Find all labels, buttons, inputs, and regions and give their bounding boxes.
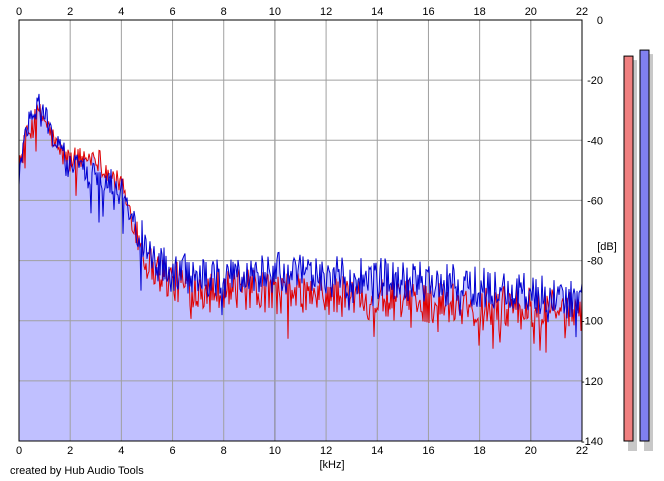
x-top-tick-label: 8: [221, 6, 227, 18]
credit-text: created by Hub Audio Tools: [10, 465, 144, 477]
left-channel-series-line: [18, 104, 583, 353]
x-bottom-tick-label: 6: [169, 445, 175, 457]
level-meters: [623, 49, 653, 451]
grid-lines: [18, 19, 583, 442]
x-top-tick-label: 12: [320, 6, 332, 18]
right-channel-series-line: [18, 93, 583, 338]
x-top-tick-label: 2: [67, 6, 73, 18]
right-level-meter: [639, 49, 650, 442]
x-bottom-tick-label: 14: [371, 445, 383, 457]
y-tick-label: -80: [587, 256, 603, 268]
spectrum-fill-area: [19, 93, 582, 442]
x-bottom-tick-label: 2: [67, 445, 73, 457]
x-axis-bottom-tick-labels: 0 2 4 6 8 10 12 14 16 18 20 22: [16, 445, 588, 457]
x-top-tick-label: 14: [371, 6, 383, 18]
y-tick-label: -120: [581, 376, 603, 388]
x-axis-unit-label: [kHz]: [319, 459, 344, 471]
y-tick-label: -100: [581, 316, 603, 328]
x-bottom-tick-label: 22: [576, 445, 588, 457]
x-bottom-tick-label: 8: [221, 445, 227, 457]
x-bottom-tick-label: 4: [118, 445, 124, 457]
x-bottom-tick-label: 12: [320, 445, 332, 457]
x-axis-top-tick-labels: 0 2 4 6 8 10 12 14 16 18 20 22: [16, 6, 588, 18]
x-top-tick-label: 20: [525, 6, 537, 18]
plot-frame: [18, 19, 583, 442]
x-top-tick-label: 22: [576, 6, 588, 18]
x-bottom-tick-label: 16: [422, 445, 434, 457]
x-top-tick-label: 16: [422, 6, 434, 18]
x-top-tick-label: 4: [118, 6, 124, 18]
x-top-tick-label: 6: [169, 6, 175, 18]
y-tick-label: -20: [587, 75, 603, 87]
y-tick-label: -140: [581, 436, 603, 448]
y-axis-tick-labels: 0 -20 -40 -60 -80 -100 -120 -140: [581, 15, 603, 448]
y-tick-label: 0: [597, 15, 603, 27]
x-bottom-tick-label: 18: [474, 445, 486, 457]
x-top-tick-label: 18: [474, 6, 486, 18]
y-tick-label: -40: [587, 135, 603, 147]
left-level-meter: [623, 55, 634, 442]
x-bottom-tick-label: 10: [269, 445, 281, 457]
x-top-tick-label: 10: [269, 6, 281, 18]
x-bottom-tick-label: 20: [525, 445, 537, 457]
x-bottom-tick-label: 0: [16, 445, 22, 457]
y-axis-unit-label: [dB]: [597, 241, 617, 253]
x-top-tick-label: 0: [16, 6, 22, 18]
y-tick-label: -60: [587, 195, 603, 207]
